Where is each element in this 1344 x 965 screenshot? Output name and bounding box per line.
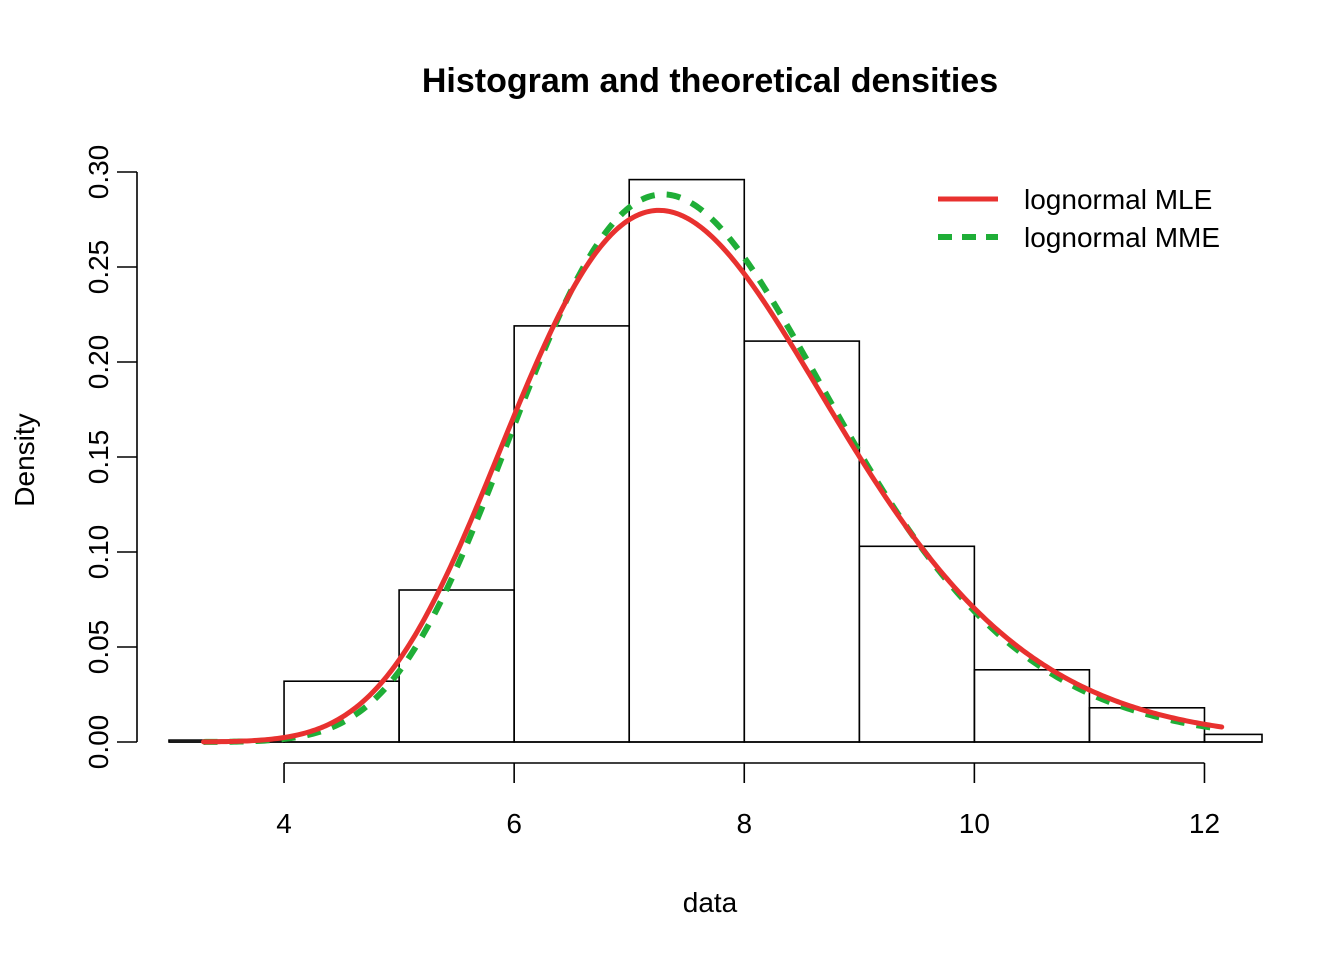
y-tick-label: 0.30: [83, 145, 114, 200]
histogram-bar-4: [628, 178, 746, 743]
histogram-bar-6: [858, 545, 976, 743]
y-tick-label: 0.15: [83, 430, 114, 485]
x-tick-label: 6: [506, 808, 522, 839]
x-tick-label: 12: [1189, 808, 1220, 839]
density-curve-lognormal-mle: [201, 207, 1225, 745]
histogram-bar-5: [743, 340, 861, 743]
y-tick-label: 0.10: [83, 525, 114, 580]
chart-title: Histogram and theoretical densities: [422, 62, 998, 100]
x-axis: 4 6 8 10 12: [276, 762, 1220, 839]
x-tick-label: 10: [959, 808, 990, 839]
y-tick-label: 0.00: [83, 715, 114, 770]
y-tick-label: 0.05: [83, 620, 114, 675]
legend-label-0: lognormal MLE: [1024, 184, 1212, 215]
histogram-bar-9: [1203, 733, 1263, 743]
histogram-bar-2: [398, 589, 515, 743]
density-curves: [201, 191, 1225, 745]
x-axis-label: data: [683, 887, 738, 918]
y-tick-label: 0.20: [83, 335, 114, 390]
x-tick-label: 8: [736, 808, 752, 839]
x-tick-label: 4: [276, 808, 292, 839]
y-axis: 0.00 0.05 0.10 0.15 0.20 0.25 0.30: [83, 145, 138, 770]
density-curve-lognormal-mme: [203, 191, 1223, 745]
y-axis-label: Density: [9, 413, 40, 506]
legend-label-1: lognormal MME: [1024, 222, 1220, 253]
y-tick-label: 0.25: [83, 240, 114, 295]
histogram-bars: [168, 178, 1263, 743]
legend: lognormal MLE lognormal MME: [938, 184, 1220, 253]
